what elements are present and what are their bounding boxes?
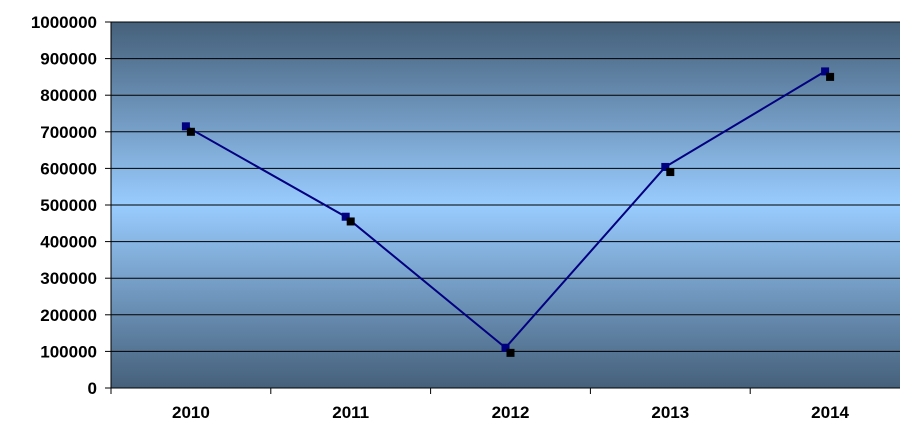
data-point-marker xyxy=(186,127,195,136)
series-group xyxy=(181,67,835,357)
gridlines xyxy=(111,21,900,352)
y-tick-label: 800000 xyxy=(40,86,97,105)
data-point-marker xyxy=(661,162,670,171)
y-tick-label: 400000 xyxy=(40,233,97,252)
data-point-marker xyxy=(826,72,835,81)
x-axis-ticks: 2010 2011 2012 2013 2014 xyxy=(110,388,850,422)
data-point-marker xyxy=(181,122,190,131)
data-point-marker xyxy=(666,168,675,177)
y-tick-label: 700000 xyxy=(40,123,97,142)
y-tick-label: 0 xyxy=(88,379,97,398)
x-tick-label: 2012 xyxy=(492,403,530,422)
data-point-marker xyxy=(501,343,510,352)
y-tick-label: 200000 xyxy=(40,306,97,325)
data-point-marker xyxy=(506,348,515,357)
x-tick-label: 2014 xyxy=(811,403,849,422)
y-tick-label: 100000 xyxy=(40,342,97,361)
x-tick-label: 2010 xyxy=(172,403,210,422)
y-tick-label: 500000 xyxy=(40,196,97,215)
y-tick-label: 600000 xyxy=(40,159,97,178)
data-point-marker xyxy=(821,67,830,76)
data-point-marker xyxy=(346,217,355,226)
y-axis-ticks: 0 100000 200000 300000 400000 500000 600000 700… xyxy=(31,13,111,398)
x-tick-label: 2013 xyxy=(651,403,689,422)
y-tick-label: 1000000 xyxy=(31,13,97,32)
data-point-marker xyxy=(341,212,350,221)
y-tick-label: 300000 xyxy=(40,269,97,288)
x-tick-label: 2011 xyxy=(332,403,369,422)
y-tick-label: 900000 xyxy=(40,50,97,69)
